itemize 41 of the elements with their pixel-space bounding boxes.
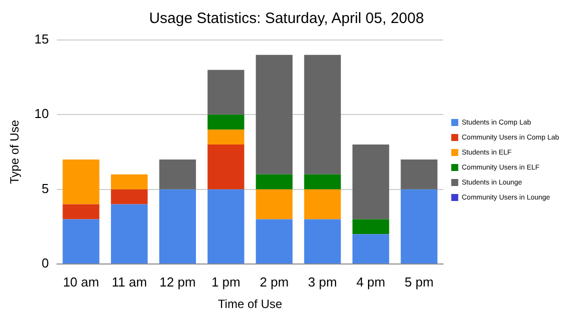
x-tick-label: 11 am xyxy=(112,274,147,290)
y-tick-label: 5 xyxy=(42,180,49,196)
bar xyxy=(352,219,390,234)
bar xyxy=(400,159,438,190)
bar xyxy=(159,189,196,264)
bar xyxy=(208,144,244,190)
chart-title: Usage Statistics: Saturday, April 05, 2008 xyxy=(149,10,424,28)
bar xyxy=(110,189,148,204)
y-tick-label: 10 xyxy=(34,106,49,122)
bar xyxy=(352,234,390,264)
bar xyxy=(256,219,293,264)
bar xyxy=(256,189,293,220)
bar xyxy=(304,189,341,220)
x-tick-label: 10 am xyxy=(62,274,100,290)
y-tick-label: 0 xyxy=(42,256,49,271)
x-tick-label: 1 pm xyxy=(211,274,240,290)
bar xyxy=(62,219,100,264)
bar xyxy=(208,114,244,130)
x-axis-title: Time of Use xyxy=(218,297,282,312)
x-tick-label: 5 pm xyxy=(404,274,434,290)
x-tick-label: 4 pm xyxy=(356,274,386,290)
bar xyxy=(256,174,293,190)
bar xyxy=(208,70,244,115)
bar xyxy=(62,159,100,204)
x-tick-label: 12 pm xyxy=(160,274,196,290)
y-tick-label: 15 xyxy=(34,32,49,47)
bar xyxy=(208,189,244,264)
bar xyxy=(400,189,438,264)
bar xyxy=(304,219,341,264)
x-tick-label: 2 pm xyxy=(260,274,289,290)
bar xyxy=(110,174,148,190)
bar xyxy=(62,204,100,220)
bar xyxy=(304,54,341,174)
bar xyxy=(208,130,244,145)
bar xyxy=(159,159,196,190)
y-axis-title: Type of Use xyxy=(8,120,22,184)
bar xyxy=(352,144,390,220)
bar xyxy=(304,174,341,190)
x-tick-label: 3 pm xyxy=(308,274,337,290)
bar xyxy=(256,54,293,174)
bar xyxy=(110,204,148,264)
